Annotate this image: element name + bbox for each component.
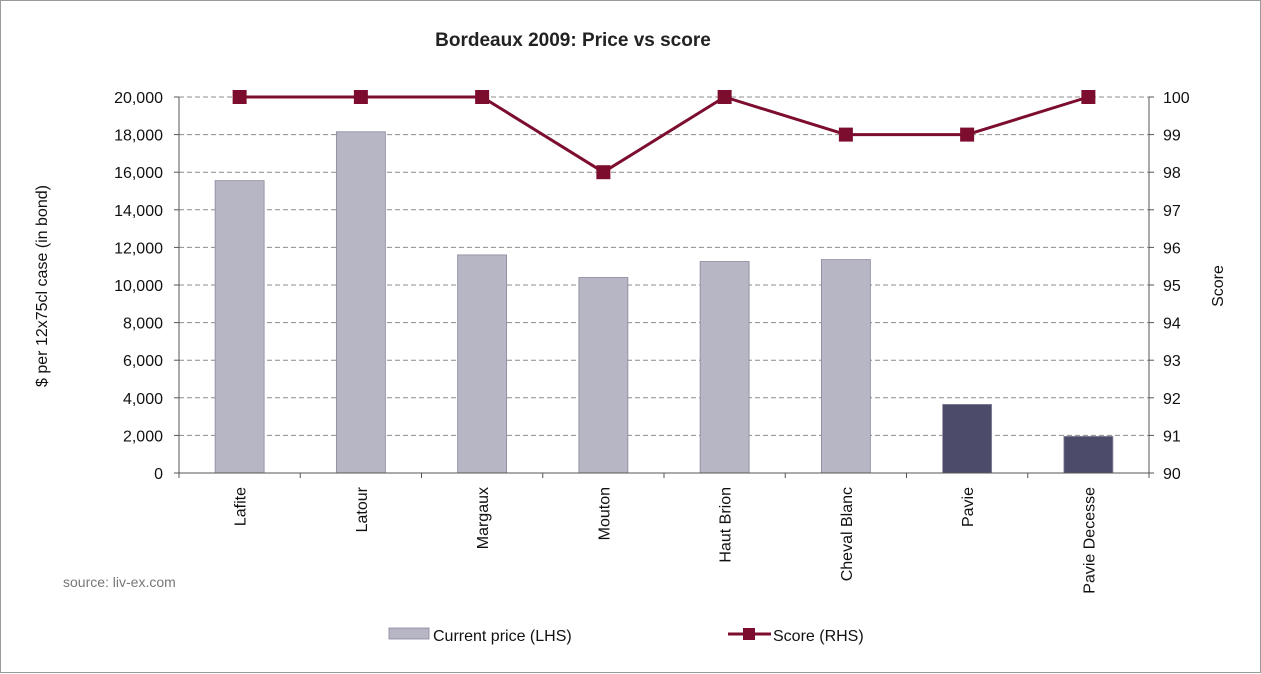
left-axis-label: $ per 12x75cl case (in bond) bbox=[34, 185, 51, 387]
right-tick-label: 94 bbox=[1163, 316, 1181, 333]
left-tick-label: 8,000 bbox=[123, 316, 163, 333]
right-tick-label: 90 bbox=[1163, 466, 1181, 483]
legend-score-marker bbox=[743, 628, 755, 640]
right-tick-label: 91 bbox=[1163, 428, 1181, 445]
bar-haut-brion bbox=[699, 261, 750, 474]
score-point bbox=[596, 165, 611, 180]
score-point bbox=[475, 90, 490, 104]
source-note: source: liv-ex.com bbox=[63, 574, 176, 590]
left-tick-label: 0 bbox=[154, 466, 163, 483]
category-label: Mouton bbox=[596, 487, 613, 540]
category-labels: Lafite Latour Margaux Mouton Haut Brion Cheva… bbox=[178, 473, 1150, 594]
score-point bbox=[1081, 90, 1096, 104]
gridlines bbox=[179, 96, 1149, 436]
right-axis-ticks: 90 91 92 93 94 95 96 97 98 99 100 bbox=[1149, 90, 1190, 483]
price-bars bbox=[214, 131, 1114, 474]
category-label: Pavie Decesse bbox=[1081, 487, 1098, 594]
left-tick-label: 16,000 bbox=[114, 165, 163, 182]
left-tick-label: 2,000 bbox=[123, 428, 163, 445]
bar-latour bbox=[335, 131, 386, 474]
right-tick-label: 100 bbox=[1163, 90, 1190, 107]
category-label: Haut Brion bbox=[718, 487, 735, 563]
score-polyline bbox=[239, 95, 1089, 174]
left-tick-label: 4,000 bbox=[123, 391, 163, 408]
score-point bbox=[232, 90, 247, 104]
legend-score-label: Score (RHS) bbox=[773, 628, 864, 645]
right-tick-label: 95 bbox=[1163, 278, 1181, 295]
category-label: Margaux bbox=[475, 487, 492, 549]
right-tick-label: 97 bbox=[1163, 203, 1181, 220]
bar-mouton bbox=[578, 277, 629, 474]
right-tick-label: 96 bbox=[1163, 240, 1181, 257]
left-tick-label: 20,000 bbox=[114, 90, 163, 107]
category-label: Lafite bbox=[233, 487, 250, 526]
left-tick-label: 10,000 bbox=[114, 278, 163, 295]
score-point bbox=[353, 90, 368, 104]
score-point bbox=[717, 90, 732, 104]
left-tick-label: 18,000 bbox=[114, 128, 163, 145]
legend: Current price (LHS) Score (RHS) bbox=[388, 627, 864, 645]
right-tick-label: 98 bbox=[1163, 165, 1181, 182]
score-line bbox=[232, 90, 1096, 180]
score-point bbox=[960, 127, 975, 142]
bar-pavie bbox=[942, 403, 993, 474]
left-tick-label: 6,000 bbox=[123, 353, 163, 370]
chart-title: Bordeaux 2009: Price vs score bbox=[435, 30, 711, 51]
category-label: Latour bbox=[354, 486, 371, 532]
right-axis-label: Score bbox=[1210, 265, 1227, 307]
legend-price-swatch bbox=[388, 627, 430, 640]
left-tick-label: 14,000 bbox=[114, 203, 163, 220]
category-label: Pavie bbox=[960, 487, 977, 527]
bar-margaux bbox=[457, 254, 508, 474]
score-point bbox=[838, 127, 853, 142]
right-tick-label: 92 bbox=[1163, 391, 1181, 408]
legend-price-label: Current price (LHS) bbox=[433, 628, 572, 645]
category-label: Cheval Blanc bbox=[839, 487, 856, 581]
bar-cheval-blanc bbox=[820, 259, 871, 474]
right-tick-label: 99 bbox=[1163, 128, 1181, 145]
bar-pavie-decesse bbox=[1063, 435, 1114, 474]
left-axis-ticks: 0 2,000 4,000 6,000 8,000 10,000 12,000 14,000 1… bbox=[114, 90, 179, 483]
bar-lafite bbox=[214, 180, 265, 474]
left-tick-label: 12,000 bbox=[114, 240, 163, 257]
right-tick-label: 93 bbox=[1163, 353, 1181, 370]
